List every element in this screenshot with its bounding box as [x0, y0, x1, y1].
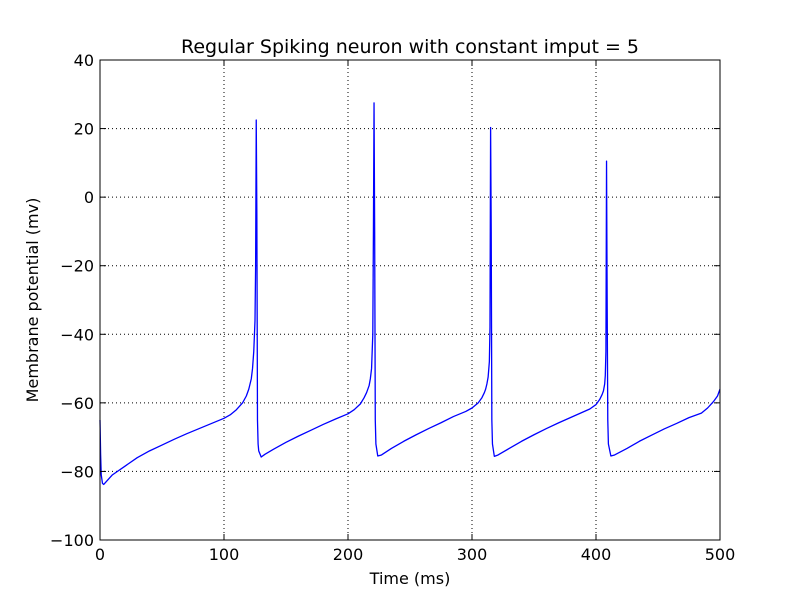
- ticks: 0 100 200 300 400 500 −100 −80 −60 −40 −20 0 20 40: [50, 51, 735, 564]
- y-tick-label: −40: [60, 325, 94, 344]
- y-tick-label: −20: [60, 257, 94, 276]
- x-tick-label: 500: [705, 545, 736, 564]
- grid: [100, 60, 720, 540]
- x-tick-label: 200: [333, 545, 364, 564]
- chart-title: Regular Spiking neuron with constant imp…: [181, 36, 639, 58]
- series-layer: [99, 102, 721, 486]
- x-tick-label: 300: [457, 545, 488, 564]
- y-tick-label: −80: [60, 462, 94, 481]
- membrane-potential-line: [99, 102, 721, 486]
- y-tick-label: 40: [74, 51, 94, 70]
- y-tick-label: 0: [84, 188, 94, 207]
- plot-frame: [99, 59, 721, 541]
- x-tick-label: 100: [209, 545, 240, 564]
- y-axis-label: Membrane potential (mv): [23, 198, 42, 403]
- x-axis-label: Time (ms): [369, 569, 451, 588]
- y-tick-label: −100: [50, 531, 94, 550]
- y-tick-label: 20: [74, 120, 94, 139]
- x-tick-label: 0: [95, 545, 105, 564]
- x-tick-label: 400: [581, 545, 612, 564]
- y-tick-label: −60: [60, 394, 94, 413]
